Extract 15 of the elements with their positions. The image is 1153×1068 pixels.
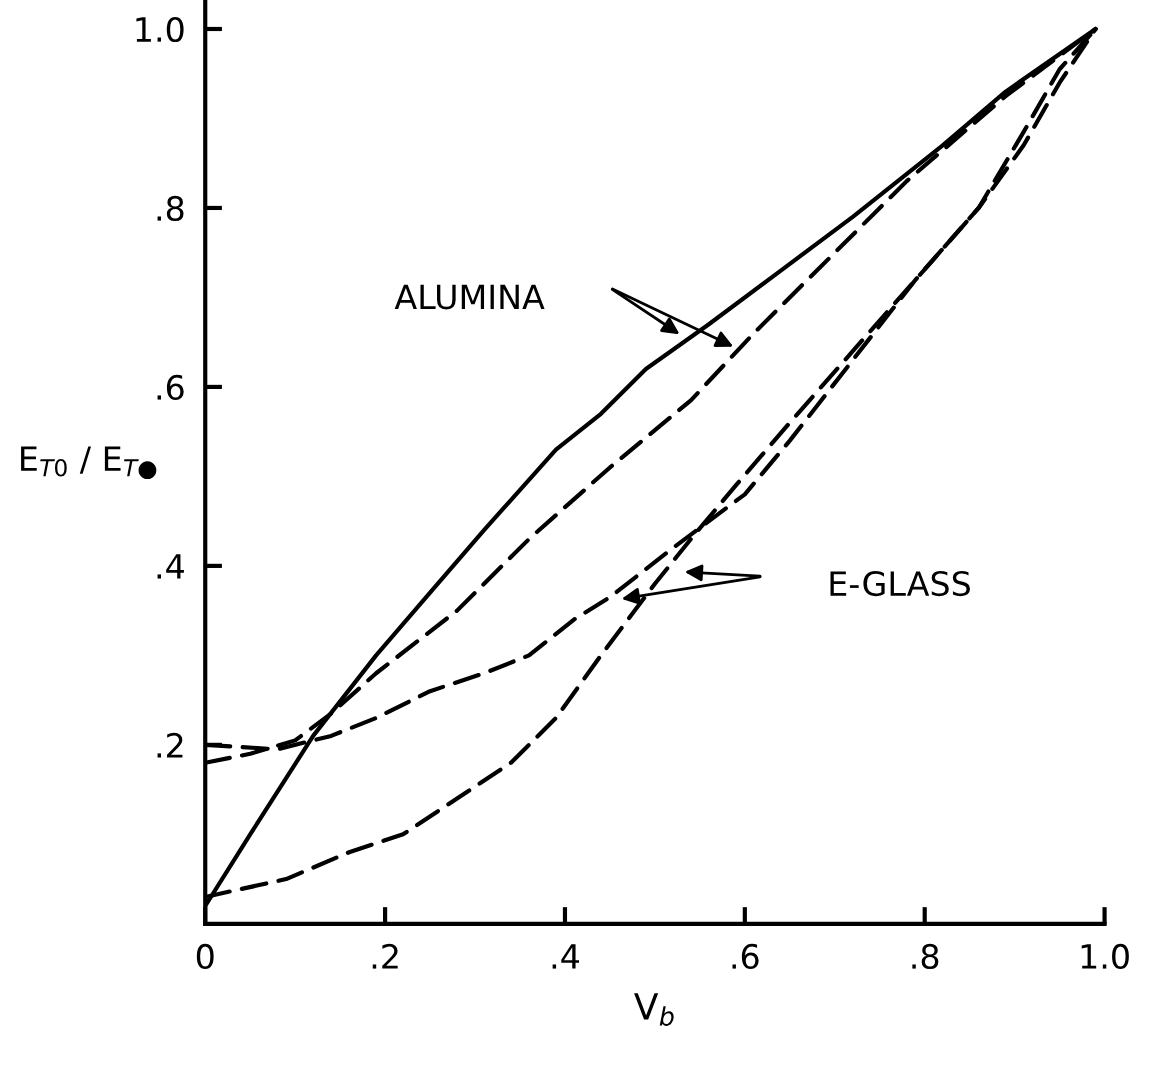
x-axis-title: V$_{b}$ bbox=[634, 993, 674, 1026]
x-tick-label: .6 bbox=[732, 943, 759, 970]
y-axis-title: E$_{T0}$ / E$_{T●}$ bbox=[21, 446, 157, 480]
y-tick-label: .8 bbox=[157, 195, 184, 222]
x-tick-label: .2 bbox=[372, 943, 398, 969]
x-tick-label: 1.0 bbox=[1081, 943, 1129, 970]
y-tick-label: .4 bbox=[157, 554, 184, 579]
x-tick-label: .4 bbox=[552, 944, 579, 969]
annotation: E-GLASS bbox=[830, 570, 970, 597]
annotation: ALUMINA bbox=[394, 284, 545, 310]
x-tick-label: .8 bbox=[912, 943, 939, 970]
y-tick-label: .2 bbox=[157, 732, 183, 758]
x-tick-label: 0 bbox=[196, 943, 214, 970]
y-tick-label: 1.0 bbox=[136, 16, 184, 43]
y-tick-label: .6 bbox=[157, 374, 184, 401]
